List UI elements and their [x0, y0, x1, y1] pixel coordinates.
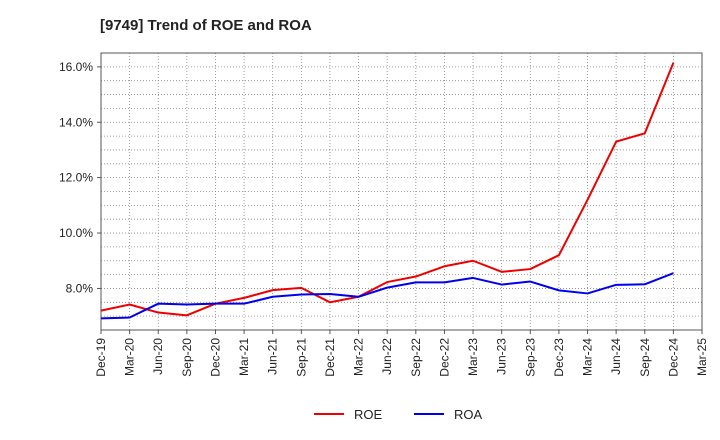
x-tick-label: Dec-21 — [323, 338, 337, 377]
x-tick-label: Mar-22 — [352, 338, 366, 376]
plot-frame — [100, 52, 703, 331]
x-tick-label: Dec-24 — [666, 338, 680, 377]
series-lines — [100, 62, 675, 320]
x-tick-label: Sep-23 — [523, 338, 537, 377]
legend-label-roa: ROA — [454, 407, 483, 422]
x-tick-label: Dec-20 — [208, 338, 222, 377]
x-tick-label: Dec-19 — [94, 338, 108, 377]
x-tick-label: Mar-21 — [237, 338, 251, 376]
x-tick-label: Jun-22 — [380, 338, 394, 375]
x-tick-label: Jun-21 — [266, 338, 280, 375]
x-tick-label: Jun-24 — [609, 338, 623, 375]
x-tick-label: Sep-24 — [638, 338, 652, 377]
legend-label-roe: ROE — [354, 407, 383, 422]
x-tick-label: Mar-24 — [581, 338, 595, 376]
x-axis: Dec-19 Mar-20 Jun-20 Sep-20 Dec-20 Mar-21 Jun-… — [94, 330, 709, 377]
x-tick-label: Sep-21 — [294, 338, 308, 377]
series-line-roe — [100, 62, 675, 317]
y-tick-label: 14.0% — [59, 115, 93, 129]
x-tick-label: Jun-20 — [151, 338, 165, 375]
series-line-roa — [100, 272, 674, 320]
y-tick-label: 8.0% — [66, 281, 94, 295]
x-tick-label: Jun-23 — [495, 338, 509, 375]
grid — [100, 52, 703, 331]
legend: ROE ROA — [314, 407, 483, 422]
y-tick-label: 12.0% — [59, 171, 93, 185]
x-tick-label: Dec-23 — [552, 338, 566, 377]
chart-title: [9749] Trend of ROE and ROA — [100, 17, 312, 34]
y-tick-label: 16.0% — [59, 60, 93, 74]
y-axis: 8.0% 10.0% 12.0% 14.0% 16.0% — [59, 60, 101, 295]
x-tick-label: Mar-23 — [466, 338, 480, 376]
x-tick-label: Mar-20 — [123, 338, 137, 376]
y-tick-label: 10.0% — [59, 226, 93, 240]
x-tick-label: Dec-22 — [437, 338, 451, 377]
x-tick-label: Mar-25 — [695, 338, 709, 376]
x-tick-label: Sep-22 — [409, 338, 423, 377]
x-tick-label: Sep-20 — [180, 338, 194, 377]
